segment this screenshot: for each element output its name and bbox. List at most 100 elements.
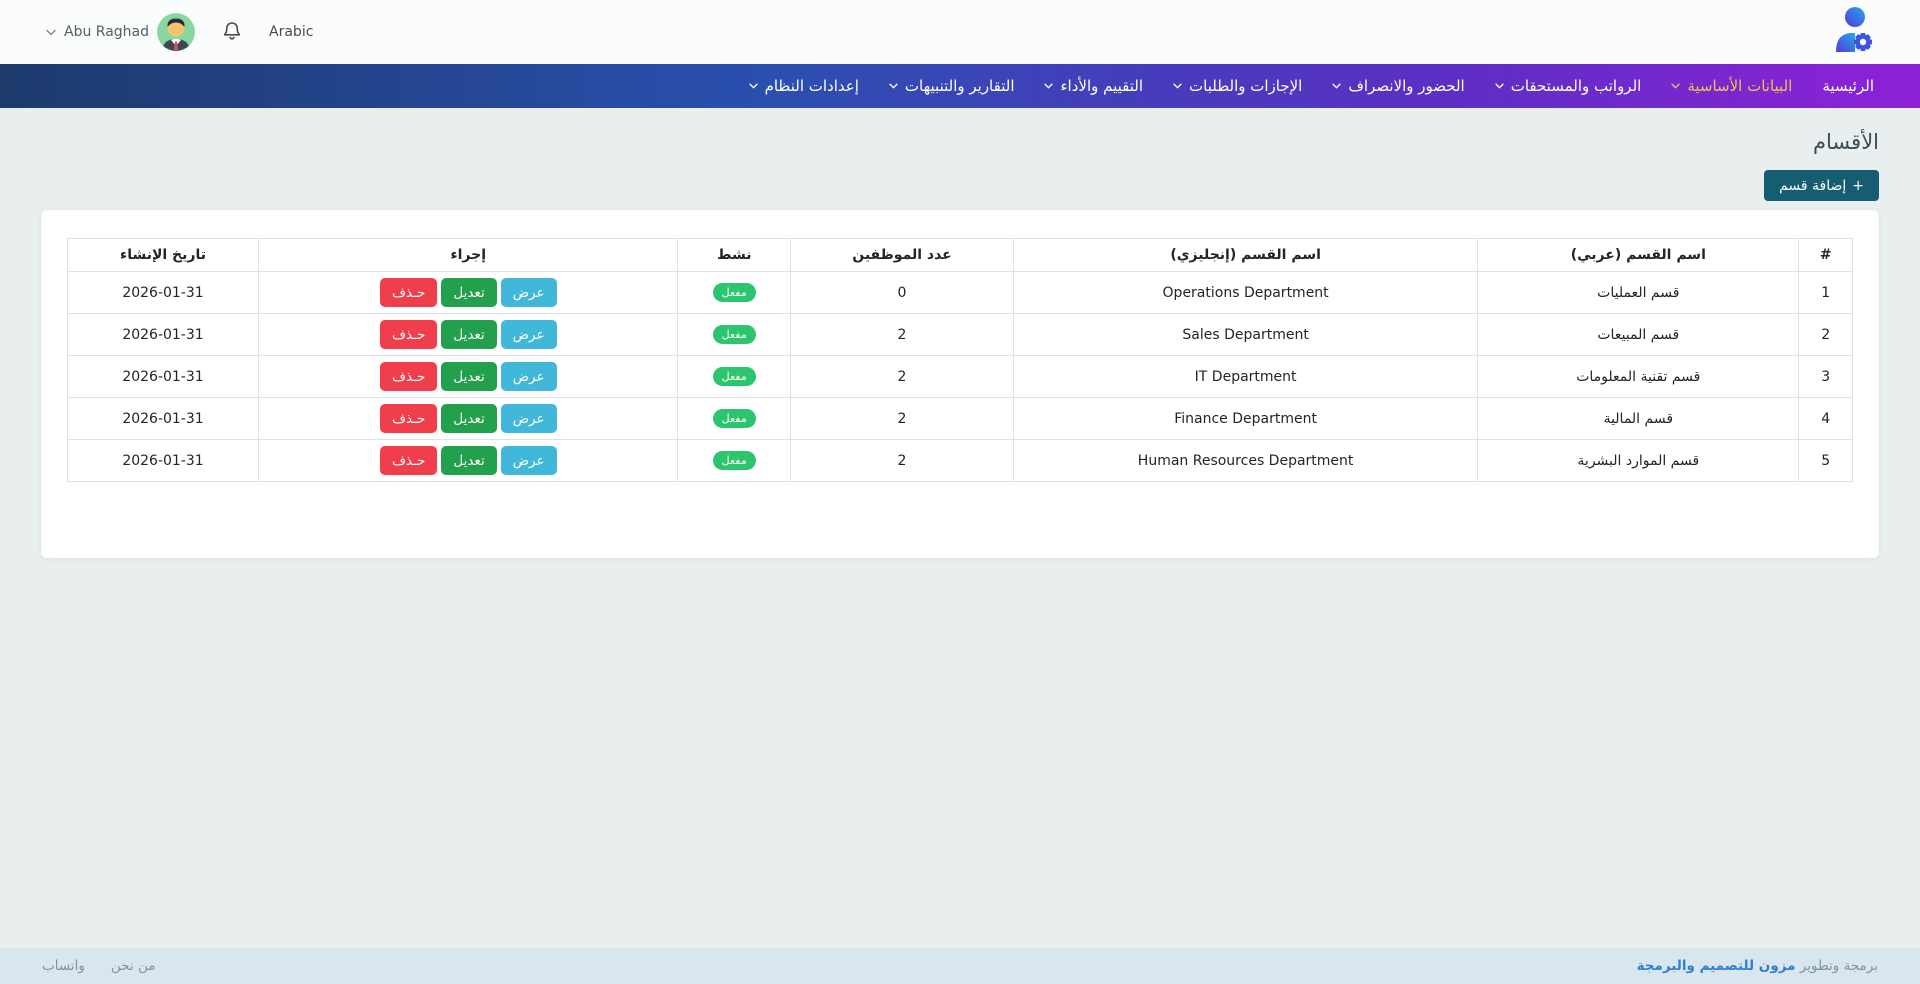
- cell-name-en: Human Resources Department: [1013, 439, 1479, 482]
- table-row: 4 قسم المالية Finance Department 2 مفعل عرض تع…: [66, 397, 1853, 440]
- nav-item-label: الإجازات والطلبات: [1189, 77, 1303, 95]
- chevron-down-icon: [1671, 83, 1680, 89]
- footer-links: من نحن واتساب: [42, 958, 155, 974]
- chevron-down-icon: [46, 29, 56, 36]
- about-us-link[interactable]: من نحن: [110, 958, 156, 974]
- status-badge: مفعل: [712, 324, 756, 345]
- delete-button[interactable]: حـذف: [379, 446, 438, 475]
- cell-created-date: 2026-01-31: [66, 355, 260, 398]
- plus-icon: +: [1852, 177, 1864, 194]
- cell-employees: 2: [789, 355, 1015, 398]
- nav-item-5[interactable]: التقييم والأداء: [1044, 77, 1143, 95]
- main-content: الأقسام + إضافة قسم # اسم القسم (عربي) ا…: [0, 130, 1920, 558]
- nav-item-label: البيانات الأساسية: [1687, 77, 1793, 95]
- delete-button[interactable]: حـذف: [379, 320, 438, 349]
- cell-number: 2: [1798, 313, 1853, 356]
- status-badge: مفعل: [712, 408, 756, 429]
- top-header: Arabic Abu Raghad: [0, 0, 1920, 64]
- edit-button[interactable]: تعديل: [441, 362, 497, 391]
- view-button[interactable]: عرض: [500, 362, 557, 391]
- cell-active: مفعل: [677, 355, 791, 398]
- view-button[interactable]: عرض: [500, 446, 557, 475]
- nav-item-label: التقارير والتنبيهات: [904, 77, 1015, 95]
- cell-name-ar: قسم العمليات: [1477, 271, 1800, 314]
- chevron-down-icon: [1332, 83, 1341, 89]
- nav-item-1[interactable]: البيانات الأساسية: [1671, 77, 1792, 95]
- developer-link[interactable]: مزون للتصميم والبرمجة: [1636, 958, 1796, 974]
- cell-name-ar: قسم المبيعات: [1477, 313, 1800, 356]
- notifications-button[interactable]: [223, 21, 241, 44]
- chevron-down-icon: [748, 83, 758, 89]
- cell-number: 5: [1798, 439, 1853, 482]
- cell-name-en: Sales Department: [1013, 313, 1479, 356]
- add-department-button[interactable]: + إضافة قسم: [1764, 170, 1879, 201]
- nav-item-label: الرواتب والمستحقات: [1510, 77, 1642, 95]
- delete-button[interactable]: حـذف: [379, 404, 438, 433]
- delete-button[interactable]: حـذف: [379, 278, 438, 307]
- nav-item-label: الحضور والانصراف: [1348, 77, 1465, 95]
- edit-button[interactable]: تعديل: [441, 404, 497, 433]
- table-row: 1 قسم العمليات Operations Department 0 مفعل ع…: [66, 271, 1853, 314]
- cell-number: 1: [1798, 271, 1853, 314]
- nav-item-0[interactable]: الرئيسية: [1822, 77, 1874, 95]
- add-department-label: إضافة قسم: [1779, 177, 1847, 194]
- cell-actions: عرض تعديل حـذف: [258, 397, 679, 440]
- cell-actions: عرض تعديل حـذف: [258, 313, 679, 356]
- cell-active: مفعل: [677, 439, 791, 482]
- table-header-row: # اسم القسم (عربي) اسم القسم (إنجليزي) ع…: [66, 238, 1853, 272]
- nav-item-label: إعدادات النظام: [764, 77, 859, 95]
- nav-item-6[interactable]: التقارير والتنبيهات: [889, 77, 1015, 95]
- cell-name-en: IT Department: [1013, 355, 1479, 398]
- cell-active: مفعل: [677, 313, 791, 356]
- nav-item-2[interactable]: الرواتب والمستحقات: [1495, 77, 1642, 95]
- departments-table: # اسم القسم (عربي) اسم القسم (إنجليزي) ع…: [66, 238, 1853, 482]
- cell-name-en: Finance Department: [1013, 397, 1479, 440]
- chevron-down-icon: [1173, 83, 1182, 89]
- col-header-actions: إجراء: [258, 238, 679, 272]
- cell-name-ar: قسم تقنية المعلومات: [1477, 355, 1800, 398]
- cell-actions: عرض تعديل حـذف: [258, 439, 679, 482]
- cell-name-ar: قسم الموارد البشرية: [1477, 439, 1800, 482]
- table-row: 3 قسم تقنية المعلومات IT Department 2 مفعل عر…: [66, 355, 1853, 398]
- cell-number: 3: [1798, 355, 1853, 398]
- footer: برمجة وتطوير مزون للتصميم والبرمجة من نح…: [0, 948, 1920, 984]
- col-header-number: #: [1798, 238, 1853, 272]
- cell-created-date: 2026-01-31: [66, 397, 260, 440]
- whatsapp-link[interactable]: واتساب: [42, 958, 85, 974]
- cell-created-date: 2026-01-31: [66, 439, 260, 482]
- nav-item-3[interactable]: الحضور والانصراف: [1332, 77, 1465, 95]
- col-header-active: نشط: [677, 238, 791, 272]
- nav-item-label: التقييم والأداء: [1060, 77, 1144, 95]
- status-badge: مفعل: [712, 282, 756, 303]
- cell-active: مفعل: [677, 271, 791, 314]
- delete-button[interactable]: حـذف: [379, 362, 438, 391]
- view-button[interactable]: عرض: [500, 404, 557, 433]
- main-navigation: الرئيسية البيانات الأساسية الرواتب والمستح…: [0, 64, 1920, 108]
- edit-button[interactable]: تعديل: [441, 320, 497, 349]
- view-button[interactable]: عرض: [500, 278, 557, 307]
- user-name: Abu Raghad: [64, 24, 150, 40]
- nav-item-4[interactable]: الإجازات والطلبات: [1173, 77, 1302, 95]
- app-logo: [1824, 7, 1874, 57]
- cell-actions: عرض تعديل حـذف: [258, 355, 679, 398]
- language-label: Arabic: [269, 24, 314, 40]
- col-header-employees: عدد الموظفين: [789, 238, 1015, 272]
- user-menu[interactable]: Abu Raghad: [46, 13, 196, 51]
- credit-prefix: برمجة وتطوير: [1795, 958, 1878, 974]
- language-selector[interactable]: Arabic: [269, 24, 313, 40]
- col-header-name-ar: اسم القسم (عربي): [1477, 238, 1800, 272]
- user-gear-logo-icon: [1826, 6, 1872, 58]
- view-button[interactable]: عرض: [500, 320, 557, 349]
- table-row: 2 قسم المبيعات Sales Department 2 مفعل عرض تعد…: [66, 313, 1853, 356]
- edit-button[interactable]: تعديل: [441, 278, 497, 307]
- departments-card: # اسم القسم (عربي) اسم القسم (إنجليزي) ع…: [41, 210, 1879, 558]
- cell-name-ar: قسم المالية: [1477, 397, 1800, 440]
- cell-created-date: 2026-01-31: [66, 313, 260, 356]
- cell-name-en: Operations Department: [1013, 271, 1479, 314]
- nav-item-7[interactable]: إعدادات النظام: [748, 77, 859, 95]
- edit-button[interactable]: تعديل: [441, 446, 497, 475]
- developer-credit: برمجة وتطوير مزون للتصميم والبرمجة: [1637, 958, 1878, 974]
- status-badge: مفعل: [712, 366, 756, 387]
- bell-icon: [223, 21, 241, 44]
- avatar: [157, 13, 196, 51]
